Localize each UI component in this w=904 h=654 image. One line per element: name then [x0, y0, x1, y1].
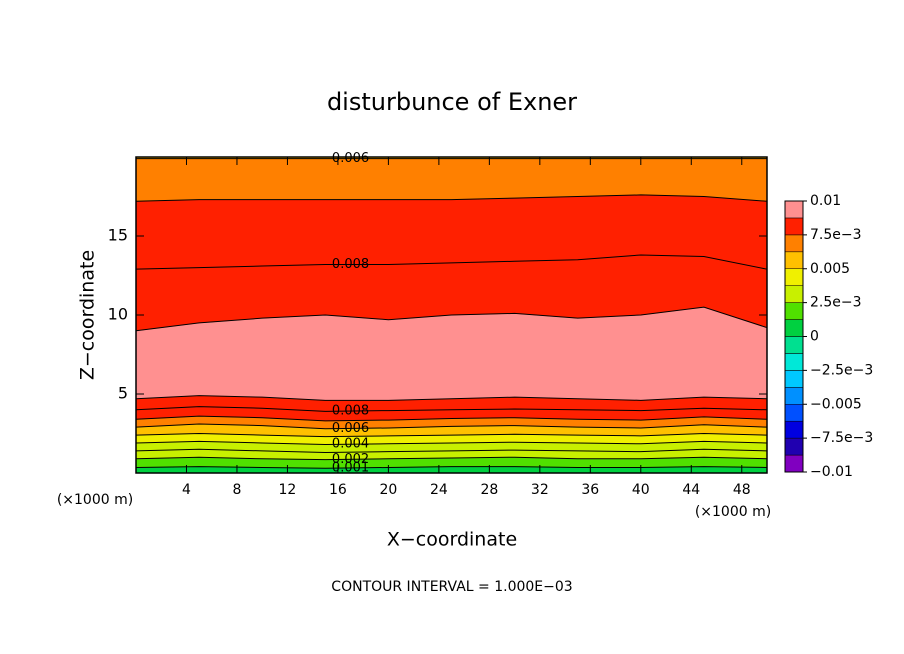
- colorbar-tick-label: −2.5e−3: [810, 362, 873, 378]
- contour-label: 0.002: [332, 452, 369, 467]
- contour-line: [135, 466, 768, 469]
- colorbar-tick-label: −0.005: [810, 396, 862, 412]
- contour-label: 0.001: [332, 460, 369, 475]
- colorbar-swatch: [784, 200, 804, 219]
- x-tick-label: 28: [480, 482, 498, 498]
- y-tick-label: 10: [108, 305, 128, 324]
- colorbar-swatch: [784, 217, 804, 236]
- colorbar-swatch: [784, 285, 804, 303]
- x-tick-label: 44: [682, 482, 700, 498]
- colorbar-swatch: [784, 437, 804, 456]
- contour-line: [135, 306, 768, 332]
- x-tick-label: 36: [581, 482, 599, 498]
- contour-line: [135, 194, 768, 202]
- x-tick-label: 16: [329, 482, 347, 498]
- contour-line: [135, 423, 768, 430]
- colorbar-swatch: [784, 319, 804, 337]
- colorbar-tick-label: 0: [810, 329, 819, 345]
- x-tick-label: 12: [279, 482, 297, 498]
- y-tick-label: 15: [108, 226, 128, 245]
- x-tick-label: 32: [531, 482, 549, 498]
- colorbar-swatch: [784, 420, 804, 439]
- colorbar-tick-label: 0.01: [810, 193, 841, 209]
- contour-fill: [135, 158, 768, 202]
- x-tick-label: 4: [182, 482, 191, 498]
- contour-line: [135, 448, 768, 453]
- colorbar-swatch: [784, 370, 804, 388]
- colorbar-swatch: [784, 268, 804, 286]
- x-unit-label: (×1000 m): [695, 504, 771, 520]
- contour-fill: [135, 306, 768, 401]
- colorbar-tick-label: −0.01: [810, 464, 853, 480]
- x-tick-label: 20: [379, 482, 397, 498]
- colorbar-tick-label: 7.5e−3: [810, 227, 862, 243]
- colorbar-swatch: [784, 353, 804, 371]
- colorbar-swatch: [784, 387, 804, 405]
- contour-label: 0.006: [332, 421, 369, 436]
- contour-label: 0.004: [332, 437, 369, 452]
- colorbar-swatch: [784, 454, 804, 473]
- contour-line: [135, 415, 768, 422]
- colorbar-tick-label: 2.5e−3: [810, 295, 862, 311]
- contour-line: [135, 395, 768, 401]
- contour-label: 0.008: [332, 404, 369, 419]
- colorbar-swatch: [784, 336, 804, 354]
- x-tick-label: 48: [733, 482, 751, 498]
- x-axis-label: X−coordinate: [387, 529, 517, 551]
- contour-line: [135, 432, 768, 438]
- colorbar-tick-label: −7.5e−3: [810, 430, 873, 446]
- y-tick-label: 5: [118, 384, 128, 403]
- colorbar-swatch: [784, 234, 804, 253]
- contour-label: 0.006: [332, 151, 369, 166]
- y-axis-label: Z−coordinate: [77, 250, 99, 380]
- x-tick-label: 40: [632, 482, 650, 498]
- colorbar-swatch: [784, 302, 804, 320]
- footnote: CONTOUR INTERVAL = 1.000E−03: [331, 579, 572, 595]
- x-tick-label: 8: [232, 482, 241, 498]
- colorbar-swatch: [784, 404, 804, 422]
- contour-fill: [135, 466, 768, 474]
- contour-line: [135, 406, 768, 412]
- colorbar-tick-label: 0.005: [810, 261, 850, 277]
- colorbar-swatch: [784, 251, 804, 269]
- x-tick-label: 24: [430, 482, 448, 498]
- contour-line: [135, 456, 768, 461]
- contour-line: [135, 440, 768, 446]
- x-unit-label: (×1000 m): [57, 492, 133, 508]
- contour-line: [135, 254, 768, 270]
- chart-title: disturbunce of Exner: [327, 88, 577, 116]
- contour-label: 0.008: [332, 257, 369, 272]
